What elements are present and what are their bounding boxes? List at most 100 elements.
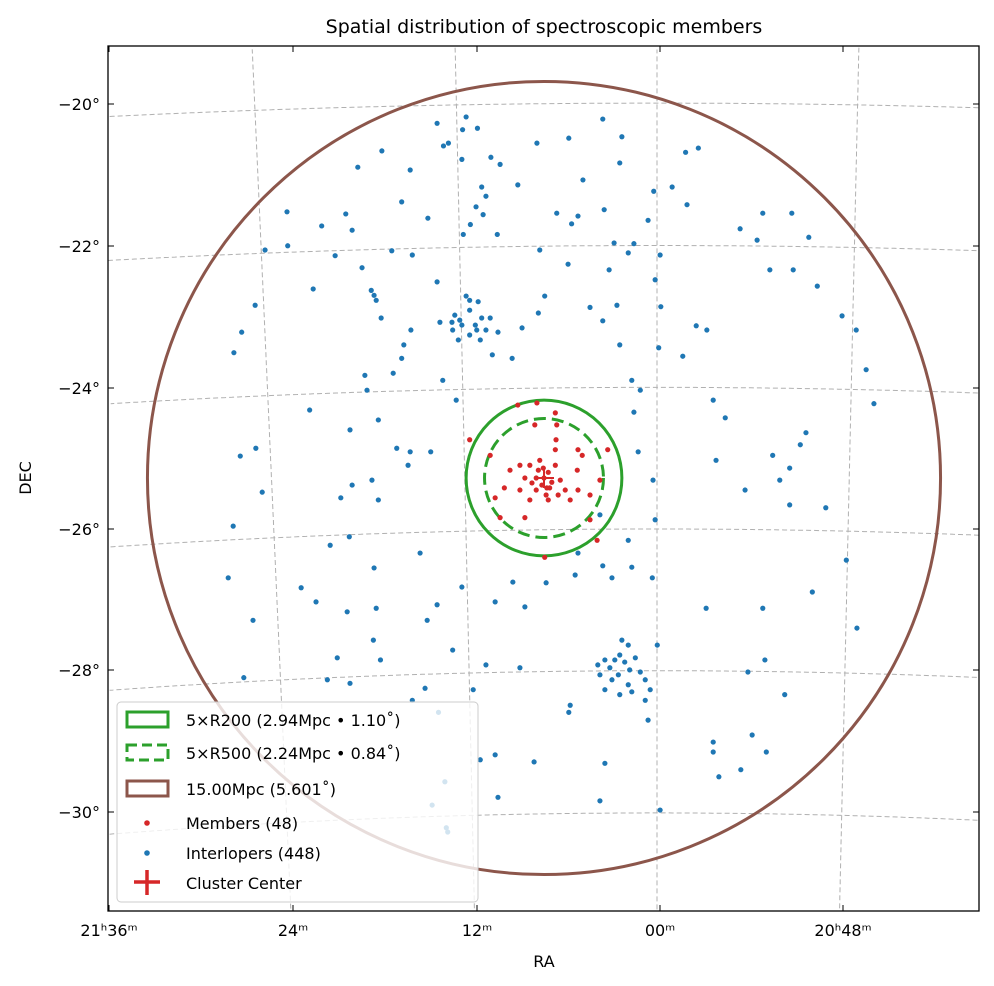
interloper-point — [371, 292, 377, 298]
interloper-point — [492, 599, 498, 605]
interloper-point — [452, 312, 458, 318]
member-point — [543, 492, 549, 498]
interloper-point — [572, 572, 578, 578]
interloper-point — [434, 602, 440, 608]
interloper-point — [239, 329, 245, 335]
interloper-point — [428, 449, 434, 455]
interloper-point — [631, 409, 637, 415]
interloper-point — [494, 231, 500, 238]
interloper-point — [495, 794, 501, 800]
dec-gridline — [109, 670, 977, 691]
interloper-point — [231, 350, 237, 356]
interloper-point — [488, 154, 494, 160]
interloper-point — [401, 342, 407, 348]
interloper-point — [789, 210, 795, 216]
x-tick-label: 12ᵐ — [462, 921, 492, 940]
member-point — [527, 462, 533, 468]
interloper-point — [637, 669, 643, 675]
interloper-point — [619, 637, 625, 643]
interloper-point — [417, 550, 423, 556]
legend-label-r200: 5×R200 (2.94Mpc • 1.10˚) — [186, 711, 400, 730]
interloper-point — [615, 672, 621, 678]
interloper-point — [645, 217, 651, 223]
interloper-point — [390, 370, 396, 376]
interloper-point — [647, 687, 653, 693]
interloper-point — [407, 449, 413, 455]
interloper-point — [754, 237, 760, 243]
legend-swatch-r200 — [125, 710, 170, 729]
interloper-point — [642, 697, 648, 703]
y-axis-label: DEC — [16, 461, 35, 495]
interloper-point — [703, 605, 709, 611]
interloper-point — [684, 202, 690, 208]
interloper-point — [627, 667, 633, 673]
interloper-point — [823, 505, 829, 511]
interloper-point — [477, 337, 483, 343]
interloper-point — [237, 453, 243, 459]
interloper-point — [285, 243, 291, 249]
interloper-point — [510, 579, 516, 585]
member-point — [487, 452, 493, 458]
interloper-point — [575, 213, 581, 219]
interloper-point — [782, 692, 788, 698]
member-point — [605, 447, 611, 453]
interloper-point — [467, 332, 473, 338]
interloper-point — [355, 164, 361, 170]
interloper-point — [375, 497, 381, 503]
interloper-point — [445, 140, 452, 146]
interloper-point — [597, 672, 603, 678]
interloper-point — [737, 226, 743, 232]
interloper-point — [600, 116, 606, 122]
member-point — [507, 467, 513, 473]
legend: 5×R200 (2.94Mpc • 1.10˚) 5×R500 (2.24Mpc… — [116, 701, 479, 903]
interloper-point — [472, 322, 478, 328]
member-point — [574, 467, 580, 473]
interloper-point — [310, 286, 316, 292]
interloper-point — [629, 377, 635, 383]
interloper-point — [637, 387, 643, 393]
member-point — [522, 475, 528, 481]
member-point — [597, 477, 603, 483]
member-point — [467, 437, 473, 443]
interloper-point — [722, 415, 728, 421]
interloper-point — [250, 617, 256, 623]
interloper-point — [519, 325, 525, 331]
interloper-point — [760, 605, 766, 611]
interloper-point — [262, 247, 268, 253]
member-point — [527, 497, 533, 503]
interloper-point — [777, 477, 783, 483]
interloper-point — [408, 327, 414, 333]
interloper-point — [614, 302, 620, 308]
member-point — [515, 402, 521, 408]
legend-label-cluster-center: Cluster Center — [186, 874, 302, 893]
interloper-point — [600, 318, 606, 324]
interloper-point — [650, 477, 656, 483]
interloper-point — [695, 145, 701, 151]
interloper-point — [450, 647, 456, 653]
interloper-point — [405, 462, 411, 468]
interloper-point — [298, 585, 304, 591]
interloper-point — [467, 297, 473, 303]
dec-gridline — [110, 386, 978, 405]
interloper-point — [378, 315, 384, 321]
interloper-point — [738, 767, 744, 773]
interloper-point — [609, 677, 615, 683]
interloper-point — [767, 267, 773, 273]
interloper-point — [652, 517, 658, 523]
interloper-point — [394, 445, 400, 451]
interloper-point — [749, 732, 755, 738]
interloper-point — [389, 248, 395, 254]
interloper-point — [344, 609, 350, 615]
interloper-point — [863, 367, 869, 373]
interloper-point — [806, 234, 812, 240]
interloper-point — [409, 252, 415, 258]
interloper-point — [515, 182, 521, 188]
interloper-point — [843, 557, 849, 563]
interloper-point — [871, 401, 877, 407]
interloper-point — [629, 689, 635, 695]
interloper-point — [587, 304, 593, 310]
member-point — [542, 554, 548, 560]
interloper-point — [230, 523, 236, 529]
interloper-point — [797, 442, 803, 448]
member-point — [534, 400, 540, 406]
